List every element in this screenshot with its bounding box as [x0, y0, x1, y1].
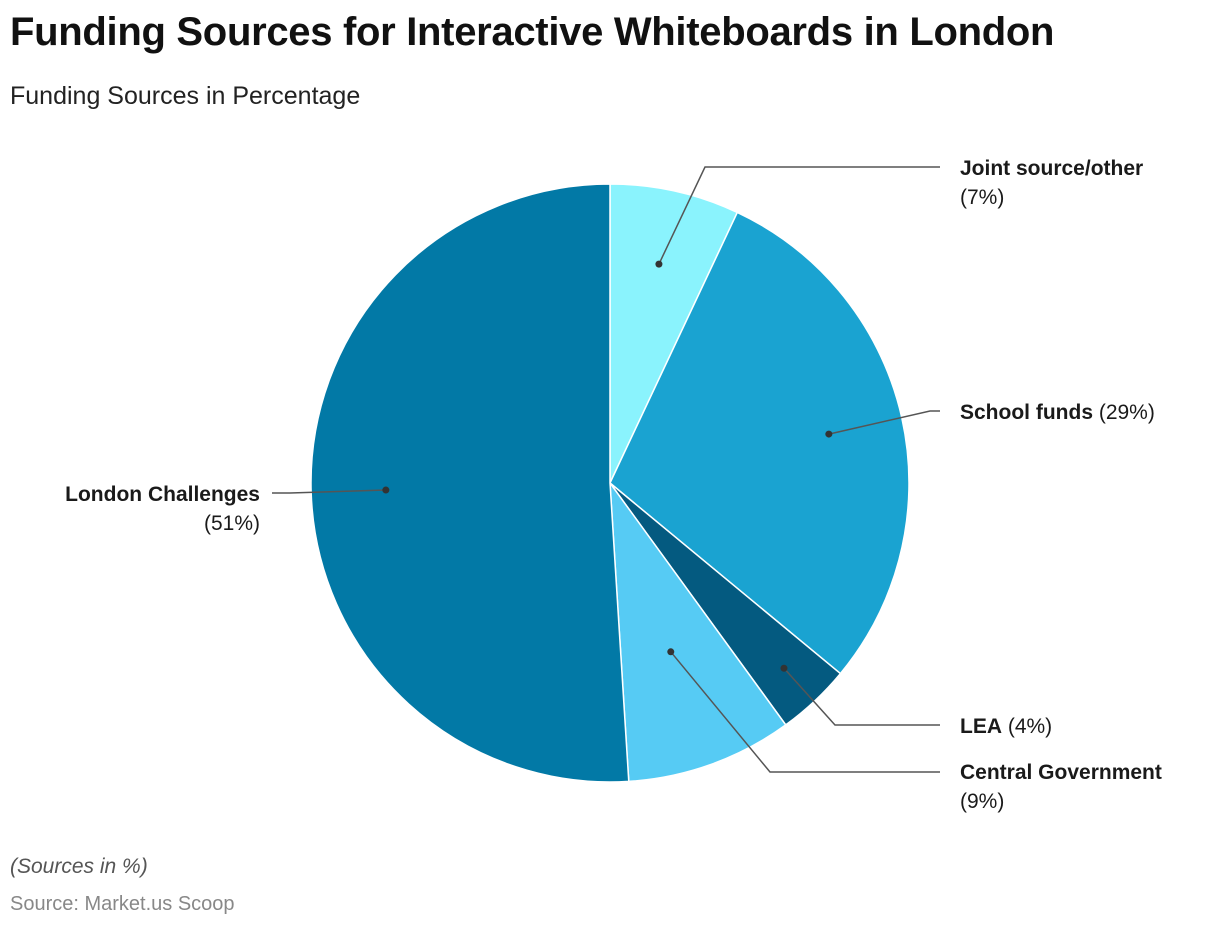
- chart-subtitle: Funding Sources in Percentage: [10, 82, 361, 110]
- leader-dot-joint-source-other: [655, 260, 663, 268]
- chart-title: Funding Sources for Interactive Whiteboa…: [10, 10, 1055, 54]
- slice-label-name: School funds: [960, 401, 1093, 424]
- leader-dot-school-funds: [825, 430, 833, 438]
- leader-line-school-funds: [828, 410, 940, 435]
- slice-label-london-challenges: London Challenges (51%): [65, 483, 260, 535]
- slice-label-lea: LEA (4%): [960, 715, 1052, 738]
- slice-label-value: (7%): [960, 186, 1004, 209]
- slice-label-joint-source-other: Joint source/other (7%): [960, 157, 1143, 209]
- leader-dot-london-challenges: [382, 486, 390, 494]
- units-note: (Sources in %): [10, 855, 148, 878]
- source-credit: Source: Market.us Scoop: [10, 893, 235, 915]
- leader-line-london-challenges: [272, 489, 386, 494]
- pie-slice-central-government: [609, 480, 787, 783]
- pie-slices: [310, 183, 910, 783]
- leader-line-joint-source-other: [658, 166, 940, 265]
- slice-label-name: LEA: [960, 715, 1002, 738]
- slice-label-value: (9%): [960, 790, 1004, 813]
- slice-label-value: (51%): [204, 512, 260, 535]
- slice-label-central-government: Central Government (9%): [960, 761, 1162, 813]
- slice-label-name: Joint source/other: [960, 157, 1143, 180]
- slice-label-name: London Challenges: [65, 483, 260, 506]
- leader-dot-lea: [780, 664, 788, 672]
- slice-label-school-funds: School funds (29%): [960, 401, 1155, 424]
- slice-label-value: (29%): [1093, 401, 1155, 424]
- pie-slice-joint-source-other: [609, 183, 739, 484]
- leader-dot-central-government: [667, 648, 675, 656]
- label-leaders: [272, 166, 940, 773]
- slice-labels: Joint source/other (7%) School funds (29%)…: [65, 157, 1162, 813]
- slice-label-value: (4%): [1002, 715, 1052, 738]
- slice-label-name: Central Government: [960, 761, 1162, 784]
- pie-slice-london-challenges: [310, 183, 630, 783]
- leader-line-lea: [783, 667, 940, 726]
- leader-line-central-government: [670, 651, 940, 773]
